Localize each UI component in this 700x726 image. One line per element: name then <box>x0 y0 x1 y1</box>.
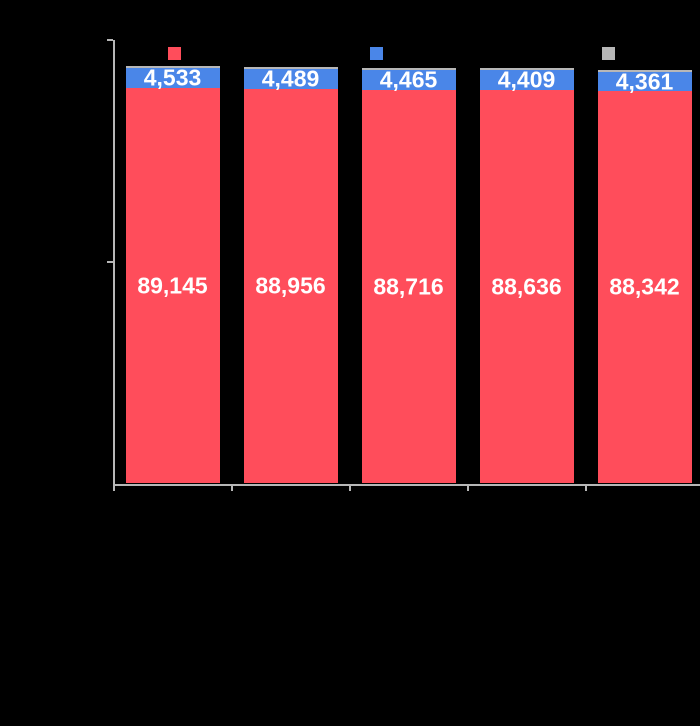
bar-segment-red <box>125 87 220 484</box>
legend-swatch-red <box>168 47 181 60</box>
bar-label-blue: 4,361 <box>615 68 674 95</box>
bar-segment-blue <box>479 70 574 90</box>
bar-segment-gray <box>125 65 220 68</box>
bar-segment-blue <box>361 69 456 90</box>
bar-label-blue: 4,465 <box>379 66 438 93</box>
bar-label-blue: 4,533 <box>143 64 202 91</box>
bar-segment-red <box>243 88 338 484</box>
bar-segment-gray <box>361 67 456 70</box>
bar-segment-gray <box>597 69 692 72</box>
bar-label-red: 88,716 <box>373 273 444 300</box>
y-axis-tick <box>106 260 113 263</box>
bar-segment-red <box>479 89 574 484</box>
bar-label-red: 89,145 <box>137 272 208 299</box>
legend-swatch-blue <box>370 47 383 60</box>
bar-segment-blue <box>243 68 338 89</box>
y-axis-tick <box>106 38 113 41</box>
bar-label-blue: 4,489 <box>261 65 320 92</box>
bar-segment-gray <box>479 68 574 71</box>
legend-swatch-gray <box>602 47 615 60</box>
x-axis-tick <box>466 485 469 491</box>
bar-label-red: 88,956 <box>255 272 326 299</box>
bar-segment-gray <box>243 66 338 69</box>
bar-label-red: 88,636 <box>491 273 562 300</box>
bar-label-red: 88,342 <box>609 273 680 300</box>
bar-segment-red <box>597 91 692 484</box>
x-axis-tick <box>230 485 233 491</box>
x-axis-line <box>112 483 700 486</box>
bar-segment-blue <box>597 71 692 92</box>
x-axis-tick <box>584 485 587 491</box>
x-axis-tick <box>348 485 351 491</box>
bar-label-blue: 4,409 <box>497 66 556 93</box>
bar-segment-blue <box>125 67 220 88</box>
x-axis-tick <box>112 485 115 491</box>
bar-segment-red <box>361 89 456 484</box>
y-axis-line <box>112 39 115 486</box>
